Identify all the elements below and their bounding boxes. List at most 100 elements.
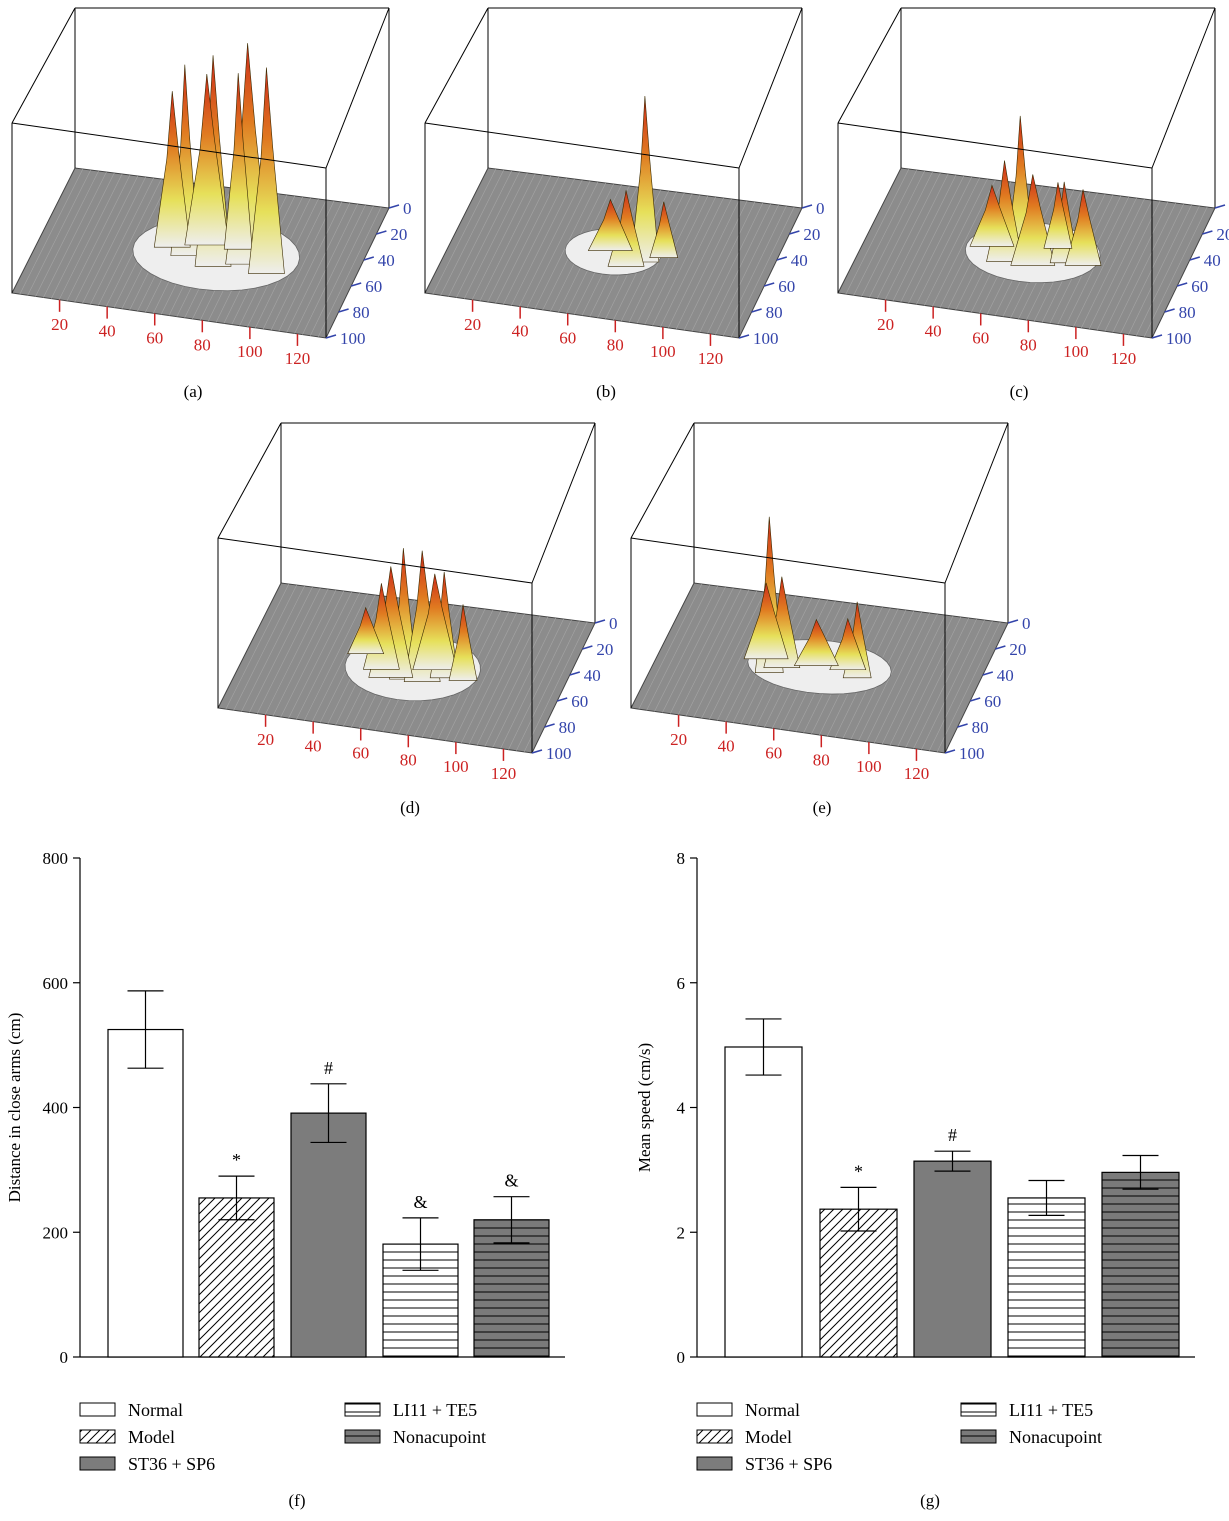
y-tick-label: 20 (1009, 640, 1026, 659)
legend-label: Normal (128, 1400, 183, 1420)
x-tick-label: 60 (146, 328, 163, 347)
x-tick-label: 40 (305, 737, 322, 756)
y-tick-label: 600 (43, 974, 69, 993)
y-tick-label: 0 (60, 1348, 69, 1367)
y-axis-label: Mean speed (cm/s) (635, 1043, 654, 1172)
surface-peak (412, 573, 458, 671)
y-tick-label: 80 (766, 303, 783, 322)
bar-charts: 0 200 400 600 800 Distance in close arms (cm)… (5, 849, 1195, 1510)
box-edge (424, 7, 489, 124)
legend-label: LI11 + TE5 (393, 1400, 477, 1420)
bar-model (819, 1208, 898, 1358)
legend-swatch (960, 1402, 997, 1417)
y-tick-mark (582, 645, 593, 650)
y-tick-mark (350, 282, 362, 287)
y-tick-label: 80 (353, 303, 370, 322)
y-tick-mark (995, 645, 1006, 650)
box-edge (630, 537, 946, 584)
x-tick-label: 20 (464, 315, 481, 334)
x-tick-label: 20 (877, 315, 894, 334)
significance-mark: * (232, 1150, 241, 1170)
y-tick-label: 100 (1166, 329, 1192, 348)
y-tick-mark (1202, 230, 1213, 235)
box-edge (11, 122, 327, 169)
bar-normal (724, 1046, 803, 1358)
y-tick-mark (982, 671, 994, 676)
y-tick-label: 20 (390, 225, 407, 244)
surface-plot-5: 20 40 60 80 100 120 0 20 40 60 80 100 (e) (630, 422, 1031, 817)
panel-label: (g) (920, 1491, 940, 1510)
bar-nonacupoint (1101, 1171, 1180, 1358)
x-tick-label: 100 (443, 757, 469, 776)
surface-peak (793, 618, 839, 666)
surface-peak (1010, 174, 1056, 266)
surface-peak (248, 67, 285, 274)
y-tick-mark (388, 204, 400, 209)
bar-normal (107, 1028, 184, 1358)
x-tick-label: 100 (856, 757, 882, 776)
y-tick-label: 0 (677, 1348, 686, 1367)
y-tick-mark (801, 204, 813, 209)
legend-label: ST36 + SP6 (745, 1454, 832, 1474)
y-tick-mark (569, 671, 581, 676)
x-tick-label: 60 (352, 743, 369, 762)
y-tick-label: 100 (959, 744, 985, 763)
x-tick-label: 60 (765, 743, 782, 762)
significance-mark: # (324, 1058, 333, 1078)
panel-label: (d) (400, 798, 420, 817)
box-edge (837, 122, 1153, 169)
y-tick-label: 0 (1022, 614, 1031, 633)
y-tick-mark (556, 697, 568, 702)
x-tick-label: 80 (607, 335, 624, 354)
surface-plot-1: 20 40 60 80 100 120 0 20 40 60 80 100 (a) (11, 7, 412, 401)
box-edge (837, 7, 902, 124)
y-tick-mark (738, 334, 750, 339)
y-axis-label: Distance in close arms (cm) (5, 1013, 24, 1203)
y-tick-label: 20 (803, 225, 820, 244)
surface-peak (587, 198, 633, 251)
box-edge (630, 422, 695, 539)
legend-swatch (696, 1429, 733, 1444)
y-tick-mark (1151, 334, 1163, 339)
legend-swatch (79, 1456, 116, 1471)
x-tick-label: 100 (650, 342, 676, 361)
surface-plot-4: 20 40 60 80 100 120 0 20 40 60 80 100 (d) (217, 422, 618, 817)
legend-swatch (79, 1429, 116, 1444)
x-tick-label: 60 (972, 328, 989, 347)
significance-mark: & (504, 1171, 518, 1191)
y-tick-mark (531, 749, 543, 754)
y-tick-label: 0 (609, 614, 618, 633)
legend-label: ST36 + SP6 (128, 1454, 215, 1474)
y-tick-label: 60 (571, 692, 588, 711)
y-tick-label: 0 (403, 199, 412, 218)
y-tick-label: 2 (677, 1223, 686, 1242)
y-tick-mark (338, 308, 349, 313)
y-tick-mark (1176, 282, 1188, 287)
box-edge (424, 122, 740, 169)
panel-label: (a) (184, 382, 203, 401)
surface-peak (649, 201, 679, 259)
significance-mark: # (948, 1125, 957, 1145)
legend-label: Normal (745, 1400, 800, 1420)
x-tick-label: 120 (1111, 349, 1137, 368)
surface-plots: 20 40 60 80 100 120 0 20 40 60 80 100 (a) 20 40 60 80 100… (11, 7, 1229, 817)
y-tick-label: 80 (559, 718, 576, 737)
box-edge (1151, 7, 1216, 169)
y-tick-mark (1189, 256, 1201, 261)
y-tick-label: 80 (972, 718, 989, 737)
y-tick-label: 0 (816, 199, 825, 218)
y-tick-label: 100 (340, 329, 366, 348)
legend-label: Model (745, 1427, 792, 1447)
y-tick-label: 800 (43, 849, 69, 868)
y-tick-mark (594, 619, 606, 624)
box-edge (325, 7, 390, 169)
y-tick-label: 400 (43, 1099, 69, 1118)
surface-peak (1064, 189, 1102, 266)
bar-li11-te5 (1007, 1197, 1086, 1358)
y-tick-mark (1214, 204, 1226, 209)
surface-peak (969, 184, 1015, 247)
y-tick-label: 40 (584, 666, 601, 685)
y-tick-label: 40 (791, 251, 808, 270)
legend-label: LI11 + TE5 (1009, 1400, 1093, 1420)
